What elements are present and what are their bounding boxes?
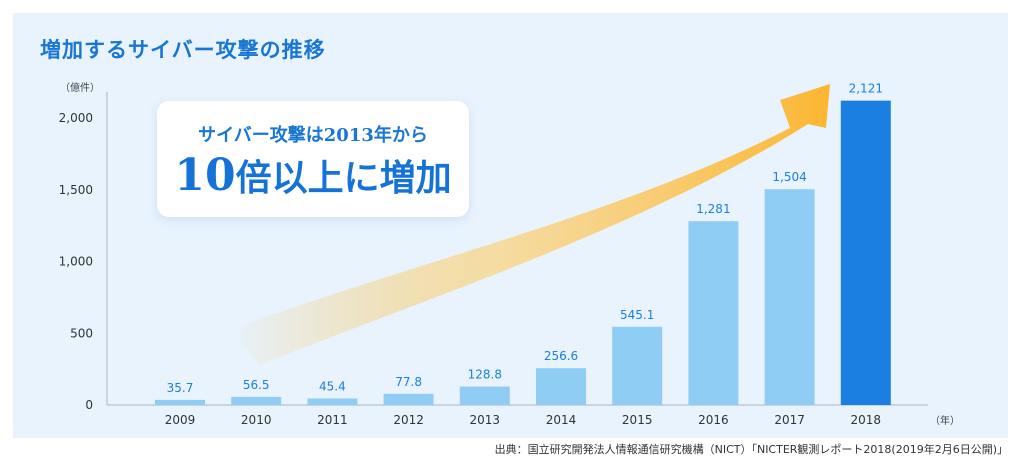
x-tick-label: 2013 xyxy=(470,413,501,427)
bar-2009 xyxy=(155,399,205,405)
trend-arrow xyxy=(230,84,830,365)
y-tick-label: 1,000 xyxy=(59,255,93,269)
y-tick-label: 500 xyxy=(70,326,93,340)
x-tick-label: 2012 xyxy=(393,413,424,427)
x-tick-label: 2014 xyxy=(546,413,577,427)
x-tick-label: 2010 xyxy=(241,413,272,427)
bar-2016 xyxy=(688,221,739,405)
chart-title: 増加するサイバー攻撃の推移 xyxy=(40,37,326,62)
x-tick-label: 2009 xyxy=(165,413,196,427)
x-tick-label: 2015 xyxy=(622,413,653,427)
data-label-2010: 56.5 xyxy=(243,378,270,392)
bar-2015 xyxy=(612,326,663,405)
x-tick-label: 2018 xyxy=(851,413,882,427)
data-label-2018: 2,121 xyxy=(849,82,883,96)
x-tick-label: 2011 xyxy=(317,413,348,427)
x-tick-label: 2016 xyxy=(698,413,729,427)
x-tick-label: 2017 xyxy=(774,413,805,427)
callout-text: 倍以上に増加 xyxy=(235,157,452,199)
callout-number: 10 xyxy=(174,150,236,201)
y-tick-label: 2,000 xyxy=(59,111,93,125)
data-label-2013: 128.8 xyxy=(468,368,502,382)
bar-2011 xyxy=(307,398,358,405)
x-axis-label: （年） xyxy=(930,414,960,427)
bar-2013 xyxy=(459,386,510,405)
callout-line2: 10倍以上に増加 xyxy=(157,149,469,201)
callout-line1: サイバー攻撃は2013年から xyxy=(198,125,428,146)
y-tick-label: 0 xyxy=(85,398,93,412)
callout-box: サイバー攻撃は2013年から 10倍以上に増加 xyxy=(157,101,469,217)
bar-2018 xyxy=(840,100,891,405)
data-label-2014: 256.6 xyxy=(544,349,578,363)
bar-2010 xyxy=(231,396,282,405)
y-axis-label: （億件） xyxy=(60,81,100,94)
bar-2012 xyxy=(383,393,434,405)
data-label-2012: 77.8 xyxy=(395,375,422,389)
bar-2017 xyxy=(764,189,815,405)
data-label-2016: 1,281 xyxy=(696,202,730,216)
bar-2014 xyxy=(536,368,586,405)
data-label-2009: 35.7 xyxy=(167,381,194,395)
source-note: 出典：国立研究開発法人情報通信研究機構（NICT）「NICTER観測レポート20… xyxy=(494,443,1008,456)
y-tick-label: 1,500 xyxy=(59,183,93,197)
data-label-2011: 45.4 xyxy=(319,379,346,393)
data-label-2017: 1,504 xyxy=(772,170,806,184)
data-label-2015: 545.1 xyxy=(620,308,654,322)
